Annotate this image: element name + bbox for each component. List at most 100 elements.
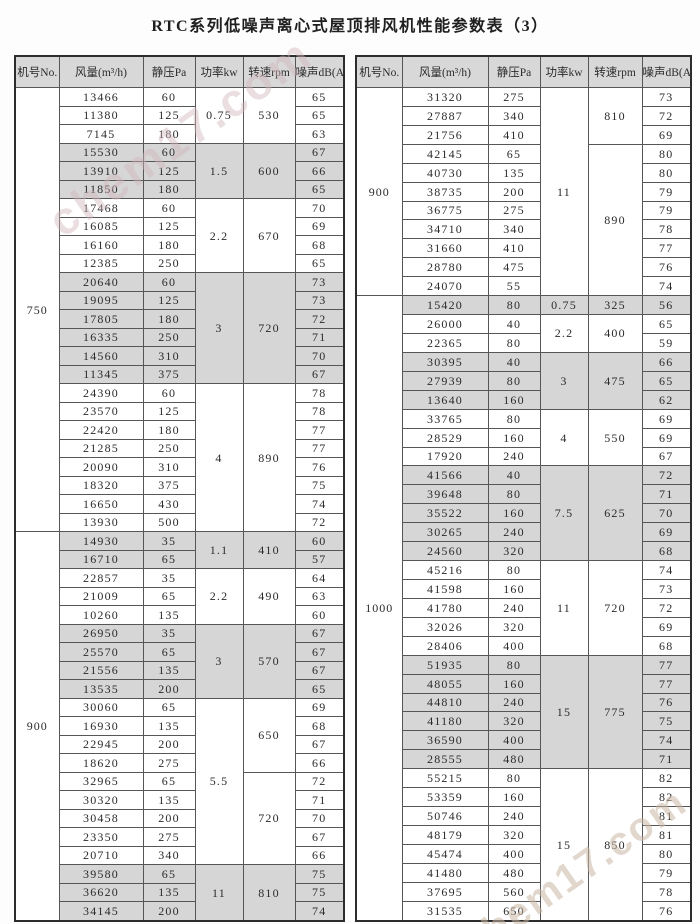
cell-static-pressure: 180 xyxy=(142,124,196,144)
cell-noise: 73 xyxy=(641,578,692,599)
cell-static-pressure: 135 xyxy=(142,605,196,625)
table-row: 41598 160 73 xyxy=(356,578,692,599)
cell-air-volume: 41480 xyxy=(401,862,489,883)
table-row: 26000 40 2.2 400 65 xyxy=(356,314,692,353)
cell-air-volume: 13910 xyxy=(58,161,144,181)
cell-machine-no: 900 xyxy=(14,531,60,922)
cell-air-volume: 16335 xyxy=(58,327,144,347)
cell-air-volume: 35522 xyxy=(401,503,489,524)
cell-static-pressure: 275 xyxy=(487,200,541,221)
cell-speed: 810 xyxy=(242,864,296,922)
cell-noise: 65 xyxy=(294,105,345,125)
table-row: 14560 310 70 xyxy=(15,346,345,366)
table-row: 53359 160 82 xyxy=(356,787,692,808)
table-row: 28529 160 69 xyxy=(356,427,692,448)
cell-static-pressure: 80 xyxy=(487,560,541,580)
cell-static-pressure: 400 xyxy=(487,635,541,656)
cell-static-pressure: 240 xyxy=(487,522,541,543)
cell-air-volume: 16930 xyxy=(58,716,144,736)
table-row: 40730 135 80 xyxy=(356,162,692,183)
cell-noise: 78 xyxy=(641,881,692,902)
cell-static-pressure: 80 xyxy=(487,370,541,391)
table-row: 31660 410 77 xyxy=(356,238,692,259)
cell-static-pressure: 200 xyxy=(487,181,541,202)
cell-static-pressure: 240 xyxy=(487,597,541,618)
cell-air-volume: 48179 xyxy=(401,824,489,845)
table-body-right: 900 31320 275 11 810 73 27887 340 72 21756 410 69 42… xyxy=(355,86,692,922)
cell-static-pressure: 475 xyxy=(487,257,541,278)
cell-air-volume: 17805 xyxy=(58,309,144,329)
cell-air-volume: 16160 xyxy=(58,235,144,255)
cell-air-volume: 11380 xyxy=(58,105,144,125)
cell-air-volume: 13930 xyxy=(58,512,144,532)
cell-air-volume: 31320 xyxy=(401,87,489,107)
table-row: 1000 15420 80 0.75 325 56 xyxy=(355,295,692,922)
table-row: 16930 135 68 xyxy=(15,716,345,736)
cell-speed: 490 xyxy=(242,568,296,625)
cell-air-volume: 23570 xyxy=(58,401,144,421)
cell-air-volume: 36620 xyxy=(58,882,144,902)
cell-static-pressure: 180 xyxy=(142,235,196,255)
cell-speed: 325 xyxy=(587,295,643,316)
cell-air-volume: 45474 xyxy=(401,843,489,864)
table-row: 21556 135 67 xyxy=(15,660,345,680)
table-header-right: 机号No. 风量(m³/h) 静压Pa 功率kw 转速rpm 噪声dB(A) xyxy=(355,55,692,88)
table-row: 22857 35 2.2 490 64 xyxy=(15,568,345,625)
cell-static-pressure: 340 xyxy=(487,219,541,240)
cell-noise: 67 xyxy=(294,142,345,162)
column-header-1: 风量(m³/h) xyxy=(401,55,489,88)
cell-static-pressure: 135 xyxy=(142,882,196,902)
table-row: 23350 275 67 xyxy=(15,827,345,847)
table-row: 44810 240 76 xyxy=(356,692,692,713)
cell-speed: 550 xyxy=(587,408,643,467)
table-row: 19095 125 73 xyxy=(15,290,345,310)
cell-air-volume: 39580 xyxy=(58,864,144,884)
cell-static-pressure: 125 xyxy=(142,161,196,181)
table-row: 32965 65 720 72 xyxy=(15,771,345,865)
cell-speed: 650 xyxy=(242,697,296,773)
cell-noise: 67 xyxy=(294,827,345,847)
cell-noise: 69 xyxy=(641,427,692,448)
cell-air-volume: 25570 xyxy=(58,642,144,662)
cell-noise: 77 xyxy=(294,438,345,458)
cell-air-volume: 55215 xyxy=(401,768,489,789)
table-row: 15530 60 1.5 600 67 xyxy=(15,142,345,199)
cell-air-volume: 16650 xyxy=(58,494,144,514)
cell-static-pressure: 80 xyxy=(487,408,541,429)
cell-speed: 670 xyxy=(242,198,296,273)
cell-static-pressure: 135 xyxy=(142,716,196,736)
cell-noise: 65 xyxy=(294,179,345,199)
cell-static-pressure: 410 xyxy=(487,124,541,145)
table-row: 55215 80 15 850 82 xyxy=(356,768,692,922)
table-row: 30320 135 71 xyxy=(15,790,345,810)
cell-air-volume: 21756 xyxy=(401,124,489,145)
cell-noise: 77 xyxy=(641,238,692,259)
cell-machine-no: 900 xyxy=(355,86,403,297)
cell-air-volume: 30265 xyxy=(401,522,489,543)
table-row: 11850 180 65 xyxy=(15,179,345,199)
cell-static-pressure: 40 xyxy=(487,314,541,334)
cell-noise: 75 xyxy=(641,711,692,732)
cell-noise: 63 xyxy=(294,586,345,606)
table-row: 36590 400 74 xyxy=(356,730,692,751)
cell-noise: 65 xyxy=(641,314,692,334)
cell-air-volume: 17468 xyxy=(58,198,144,218)
cell-noise: 74 xyxy=(641,560,692,580)
cell-noise: 71 xyxy=(294,790,345,810)
cell-static-pressure: 65 xyxy=(142,586,196,606)
cell-noise: 80 xyxy=(641,843,692,864)
table-row: 13910 125 66 xyxy=(15,161,345,181)
cell-air-volume: 31660 xyxy=(401,238,489,259)
cell-noise: 65 xyxy=(294,253,345,273)
cell-air-volume: 23350 xyxy=(58,827,144,847)
cell-static-pressure: 160 xyxy=(487,578,541,599)
cell-air-volume: 13466 xyxy=(58,87,144,107)
cell-static-pressure: 400 xyxy=(487,843,541,864)
cell-noise: 81 xyxy=(641,806,692,826)
cell-noise: 72 xyxy=(294,309,345,329)
cell-speed: 775 xyxy=(587,654,643,770)
table-body-left: 750 13466 60 0.75 530 65 11380 125 65 7145 180 63 15… xyxy=(14,87,345,922)
cell-noise: 66 xyxy=(641,351,692,372)
cell-noise: 82 xyxy=(641,768,692,789)
table-row: 22945 200 67 xyxy=(15,734,345,754)
